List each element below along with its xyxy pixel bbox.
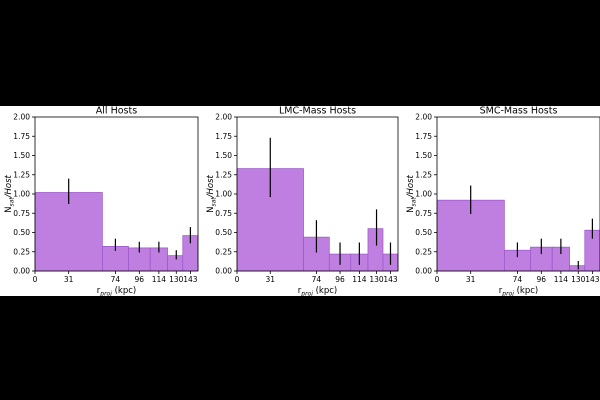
y-tick-label: 1.00	[415, 190, 432, 199]
x-tick-label: 114	[152, 275, 167, 284]
y-axis-label: Nsat/Host	[406, 174, 418, 212]
x-tick-label: 74	[312, 275, 322, 284]
y-axis-label-subscript: sat	[411, 197, 418, 207]
y-tick-label: 2.00	[415, 113, 432, 122]
x-axis-label-subscript: proj	[300, 291, 313, 297]
y-tick-label: 2.00	[13, 113, 30, 122]
y-axis-label: Nsat/Host	[4, 174, 16, 212]
y-axis-label-main: N	[206, 207, 216, 213]
y-tick-label: 0.50	[215, 228, 232, 237]
x-axis-label-main: r	[298, 286, 302, 296]
y-axis-label-tail: /Host	[406, 174, 416, 198]
chart-title: SMC-Mass Hosts	[480, 106, 558, 117]
x-tick-label: 0	[33, 275, 38, 284]
y-tick-label: 1.75	[215, 132, 232, 141]
y-tick-label: 1.25	[13, 170, 30, 179]
x-tick-label: 96	[335, 275, 345, 284]
y-tick-label: 1.00	[13, 190, 30, 199]
x-axis-label-subscript: proj	[99, 291, 112, 297]
y-tick-label: 1.50	[215, 151, 232, 160]
x-axis-label-main: r	[97, 286, 101, 296]
x-tick-label: 114	[352, 275, 367, 284]
y-tick-label: 0.00	[415, 267, 432, 276]
y-tick-label: 1.75	[415, 132, 432, 141]
chart-title: All Hosts	[96, 106, 137, 117]
chart-panel-3: SMC-Mass Hosts 0.00 0.25 0.50 0.75 1.00 1.25 1.…	[406, 106, 600, 296]
x-tick-label: 96	[537, 275, 547, 284]
y-tick-label: 0.00	[215, 267, 232, 276]
y-tick-label: 1.75	[13, 132, 30, 141]
x-tick-label: 31	[265, 275, 275, 284]
x-tick-label: 130	[369, 275, 384, 284]
y-tick-label: 0.50	[415, 228, 432, 237]
chart-panel-1: All Hosts 0.00 0.25 0.50 0.75 1.00 1.25 1.50 1.7…	[4, 106, 199, 296]
x-tick-label: 130	[169, 275, 184, 284]
histogram-bar	[34, 192, 103, 272]
x-tick-label: 143	[383, 275, 398, 284]
y-axis-label-subscript: sat	[211, 197, 218, 207]
y-tick-label: 1.50	[13, 151, 30, 160]
y-axis-label-tail: /Host	[4, 174, 14, 198]
y-axis-label-main: N	[4, 207, 14, 213]
y-axis-label: Nsat/Host	[206, 174, 218, 212]
histogram-bar	[569, 265, 586, 272]
x-axis-label-units: (kpc)	[313, 286, 337, 296]
x-tick-label: 143	[183, 275, 198, 284]
y-tick-label: 0.25	[215, 247, 232, 256]
y-tick-label: 2.00	[215, 113, 232, 122]
y-tick-label: 1.00	[215, 190, 232, 199]
x-tick-label: 74	[111, 275, 121, 284]
chart-title: LMC-Mass Hosts	[279, 106, 356, 117]
x-axis-label-subscript: proj	[501, 291, 514, 297]
y-tick-label: 0.75	[215, 209, 232, 218]
x-axis-label: rproj (kpc)	[97, 286, 136, 296]
x-tick-label: 114	[554, 275, 569, 284]
x-axis-label: rproj (kpc)	[499, 286, 538, 296]
y-tick-label: 1.25	[415, 170, 432, 179]
y-tick-label: 1.50	[415, 151, 432, 160]
x-axis-label-units: (kpc)	[112, 286, 136, 296]
figure: All Hosts 0.00 0.25 0.50 0.75 1.00 1.25 1.50 1.7…	[0, 106, 600, 296]
x-tick-label: 0	[235, 275, 240, 284]
y-tick-label: 0.75	[415, 209, 432, 218]
x-tick-label: 130	[571, 275, 586, 284]
x-tick-label: 31	[64, 275, 74, 284]
chart-figure: All Hosts 0.00 0.25 0.50 0.75 1.00 1.25 1.50 1.7…	[4, 106, 600, 296]
y-tick-label: 1.25	[215, 170, 232, 179]
y-tick-label: 0.25	[13, 247, 30, 256]
x-tick-label: 143	[585, 275, 600, 284]
x-axis-label: rproj (kpc)	[298, 286, 337, 296]
y-axis-label-main: N	[406, 207, 416, 213]
x-tick-label: 96	[135, 275, 145, 284]
chart-panel-2: LMC-Mass Hosts 0.00 0.25 0.50 0.75 1.00 1.25 1.…	[206, 106, 399, 296]
x-tick-label: 31	[466, 275, 476, 284]
y-axis-label-subscript: sat	[9, 197, 16, 207]
x-tick-label: 74	[513, 275, 523, 284]
histogram-bar	[367, 228, 384, 272]
y-tick-label: 0.00	[13, 267, 30, 276]
x-axis-label-main: r	[499, 286, 503, 296]
y-tick-label: 0.25	[415, 247, 432, 256]
x-axis-label-units: (kpc)	[514, 286, 538, 296]
y-tick-label: 0.75	[13, 209, 30, 218]
y-axis-label-tail: /Host	[206, 174, 216, 198]
histogram-bar	[167, 255, 184, 272]
y-tick-label: 0.50	[13, 228, 30, 237]
x-tick-label: 0	[435, 275, 440, 284]
